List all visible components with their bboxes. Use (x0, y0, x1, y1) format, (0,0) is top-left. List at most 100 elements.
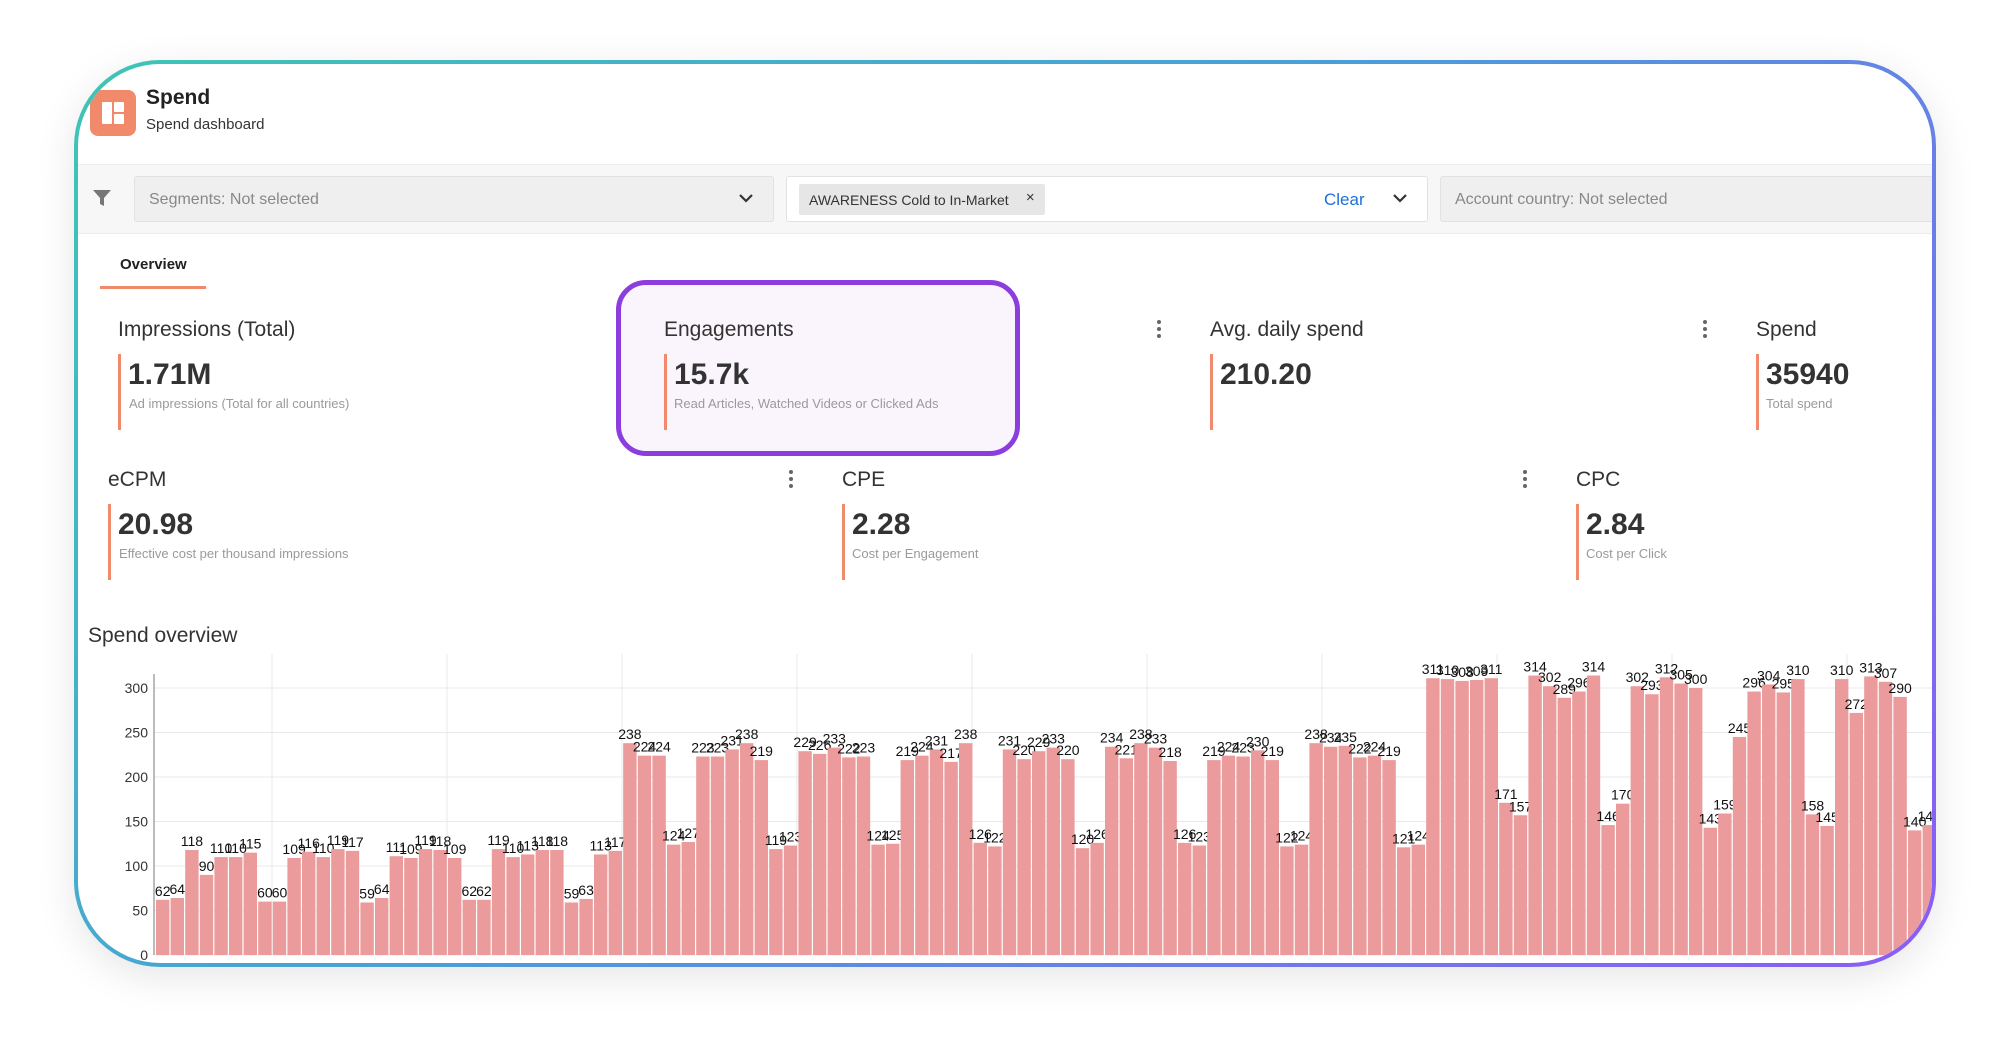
chevron-down-icon[interactable] (1391, 189, 1409, 212)
bar (272, 901, 287, 955)
bar (1061, 759, 1075, 955)
bar-data-label: 64 (374, 881, 390, 897)
bar (827, 747, 841, 955)
bar (856, 756, 871, 955)
kebab-menu-icon[interactable] (1702, 320, 1708, 338)
bar (608, 850, 622, 955)
bar-data-label: 124 (662, 828, 686, 844)
bar-data-label: 308 (1450, 664, 1474, 680)
bar-data-label: 118 (531, 833, 554, 849)
bar (1543, 686, 1557, 955)
bar (1105, 746, 1119, 955)
bar-data-label: 127 (677, 825, 701, 841)
bar-data-label: 238 (1304, 726, 1328, 742)
bar-data-label: 229 (1027, 734, 1051, 750)
metric-value: 2.84 (1586, 508, 1645, 541)
bar (594, 854, 608, 955)
bar-data-label: 59 (359, 885, 375, 901)
bar-data-label: 146 (1918, 808, 1932, 824)
y-tick-label: 250 (125, 725, 149, 741)
bar (1163, 760, 1177, 955)
bar (506, 857, 520, 955)
bar (1046, 747, 1060, 955)
bar-data-label: 115 (239, 836, 262, 852)
bar (842, 757, 856, 955)
bar-data-label: 90 (199, 858, 215, 874)
bar-data-label: 245 (1728, 720, 1752, 736)
bar-data-label: 219 (750, 743, 774, 759)
bar-data-label: 238 (954, 726, 978, 742)
bar-data-label: 126 (969, 826, 993, 842)
tab-overview[interactable]: Overview (120, 256, 187, 273)
bar-data-label: 63 (578, 882, 594, 898)
bar-data-label: 231 (720, 732, 744, 748)
bar-data-label: 109 (282, 841, 306, 857)
bar (1017, 759, 1031, 955)
bar-data-label: 122 (983, 829, 1007, 845)
bar (1294, 844, 1309, 955)
bar (1878, 681, 1893, 955)
bar (1528, 675, 1542, 955)
chip-remove-icon[interactable]: × (1025, 189, 1035, 206)
bar (1178, 842, 1192, 955)
bar (1075, 848, 1090, 955)
bar (1207, 760, 1221, 955)
selected-campaign-chip: AWARENESS Cold to In-Market × (799, 184, 1045, 215)
kebab-menu-icon[interactable] (1156, 320, 1162, 338)
metric-description: Ad impressions (Total for all countries) (129, 396, 350, 411)
bar-data-label: 296 (1567, 675, 1591, 691)
bar (448, 857, 462, 955)
segments-select[interactable]: Segments: Not selected (134, 176, 774, 222)
bar-data-label: 116 (298, 835, 321, 851)
bar (652, 755, 666, 955)
bar (710, 756, 725, 955)
bar-data-label: 118 (546, 833, 569, 849)
bar-data-label: 221 (1115, 741, 1139, 757)
bar-data-label: 146 (1596, 808, 1620, 824)
bar-data-label: 314 (1582, 659, 1606, 675)
bar (1572, 691, 1586, 955)
y-tick-label: 200 (125, 769, 149, 785)
bar (1367, 755, 1382, 955)
bar-data-label: 223 (1231, 740, 1255, 756)
bar-data-label: 309 (1465, 663, 1489, 679)
bar-data-label: 272 (1845, 696, 1869, 712)
bar-data-label: 234 (1319, 730, 1343, 746)
chevron-down-icon[interactable] (737, 189, 755, 212)
bar-data-label: 218 (1158, 744, 1182, 760)
bar (389, 856, 403, 955)
bar (1353, 757, 1367, 955)
bar-data-label: 231 (925, 732, 949, 748)
account-country-select[interactable]: Account country: Not selected (1440, 176, 1932, 222)
metric-value: 210.20 (1220, 358, 1312, 391)
bar (1849, 712, 1863, 955)
bar (988, 846, 1002, 955)
bar-data-label: 219 (896, 743, 920, 759)
metric-value: 1.71M (128, 358, 212, 391)
bar-data-label: 311 (1422, 661, 1445, 677)
clear-button[interactable]: Clear (1324, 190, 1365, 209)
kebab-menu-icon[interactable] (788, 470, 794, 488)
bar-data-label: 170 (1611, 787, 1635, 803)
tab-active-indicator (100, 286, 206, 289)
bar (1499, 802, 1513, 955)
bar-data-label: 233 (823, 731, 847, 747)
bar (331, 849, 345, 955)
bar (258, 901, 272, 955)
campaign-group-select[interactable]: AWARENESS Cold to In-Market × Clear (786, 176, 1428, 222)
bar-data-label: 110 (502, 840, 525, 856)
bar-data-label: 119 (327, 832, 350, 848)
selected-campaign-chip-label: AWARENESS Cold to In-Market (809, 191, 1009, 208)
kebab-menu-icon[interactable] (1522, 470, 1528, 488)
bar-data-label: 110 (312, 840, 335, 856)
bar (1893, 696, 1907, 955)
metric-label: CPC (1576, 468, 1621, 491)
metric-accent-bar (108, 504, 111, 580)
bar-data-label: 233 (1144, 731, 1168, 747)
funnel-icon[interactable] (92, 188, 112, 213)
bar-data-label: 313 (1859, 659, 1883, 675)
bar (915, 755, 929, 955)
metric-accent-bar (1210, 354, 1213, 430)
bar-data-label: 109 (399, 841, 423, 857)
bar (1703, 827, 1717, 955)
